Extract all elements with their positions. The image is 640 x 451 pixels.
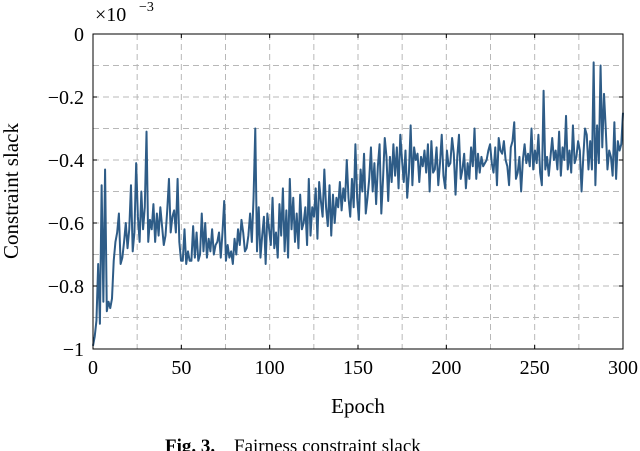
x-tick-label: 50 xyxy=(171,357,191,379)
figure-caption: Fig. 3. Fairness constraint slack xyxy=(165,436,421,451)
x-tick-label: 250 xyxy=(520,357,550,379)
grid-layer xyxy=(93,34,623,349)
caption-text: Fairness constraint slack xyxy=(234,436,421,451)
y-tick-label: −0.4 xyxy=(48,150,84,172)
y-tick-label: −0.6 xyxy=(48,213,84,235)
x-tick-label: 300 xyxy=(608,357,638,379)
caption-label: Fig. 3. xyxy=(165,436,215,451)
tick-layer: 0 50 100 150 200 250 300 0 −0.2 −0.4 −0.6 −0.8 −1 xyxy=(48,24,638,379)
series-layer xyxy=(92,61,624,347)
x-axis-label: Epoch xyxy=(331,394,385,418)
y-tick-label: −1 xyxy=(63,339,84,361)
y-axis-label: Constraint slack xyxy=(0,123,23,259)
x-tick-label: 0 xyxy=(88,357,98,379)
x-tick-label: 200 xyxy=(431,357,461,379)
x-tick-label: 100 xyxy=(255,357,285,379)
series-line xyxy=(92,61,624,347)
y-tick-label: −0.8 xyxy=(48,276,84,298)
y-scale-exponent: −3 xyxy=(139,0,154,15)
y-scale-label: ×10 −3 xyxy=(95,0,154,26)
y-tick-label: 0 xyxy=(74,24,84,46)
y-scale-base: ×10 xyxy=(95,4,126,26)
x-tick-label: 150 xyxy=(343,357,373,379)
y-tick-label: −0.2 xyxy=(48,87,84,109)
